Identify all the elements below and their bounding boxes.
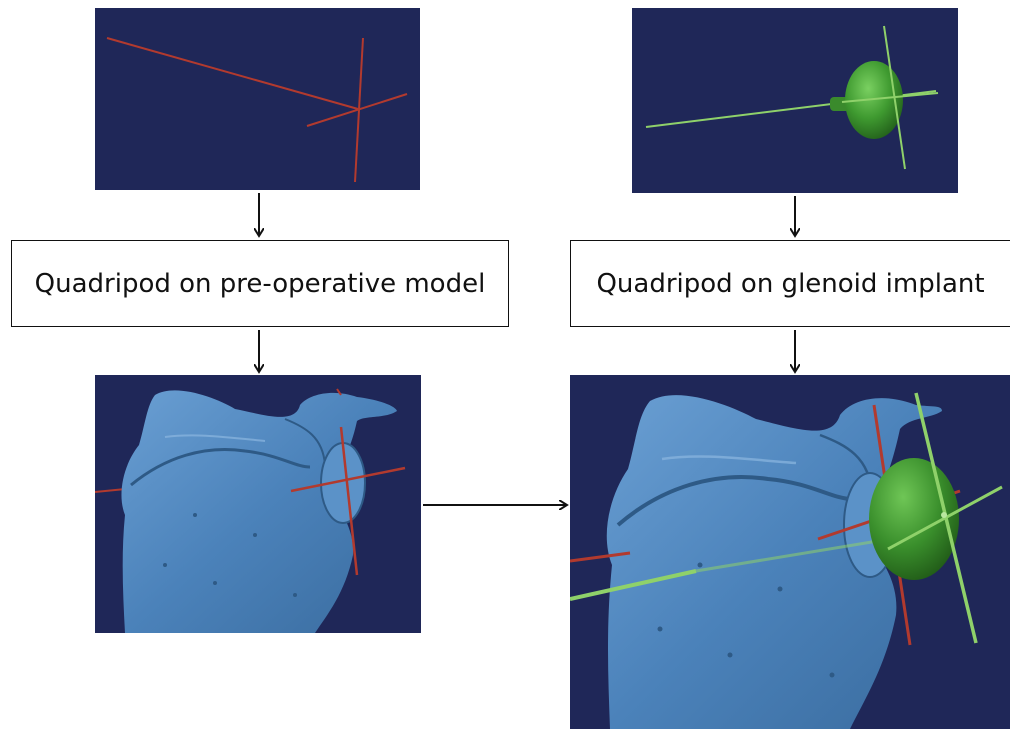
scapula-implant-quadripods-icon [570,392,1003,729]
implant-scapula-panel [570,375,1010,729]
scapula-red-quadripod-icon [95,388,406,633]
preoperative-model-label: Quadripod on pre-operative model [11,240,509,327]
glenoid-implant-label: Quadripod on glenoid implant [570,240,1010,327]
glenoid-implant-quadripod-panel [632,8,958,193]
preoperative-quadripod-panel [95,8,420,190]
green-glenoid-implant-icon [645,25,939,170]
preoperative-scapula-panel [95,375,421,633]
red-quadripod-axes-icon [106,37,408,183]
